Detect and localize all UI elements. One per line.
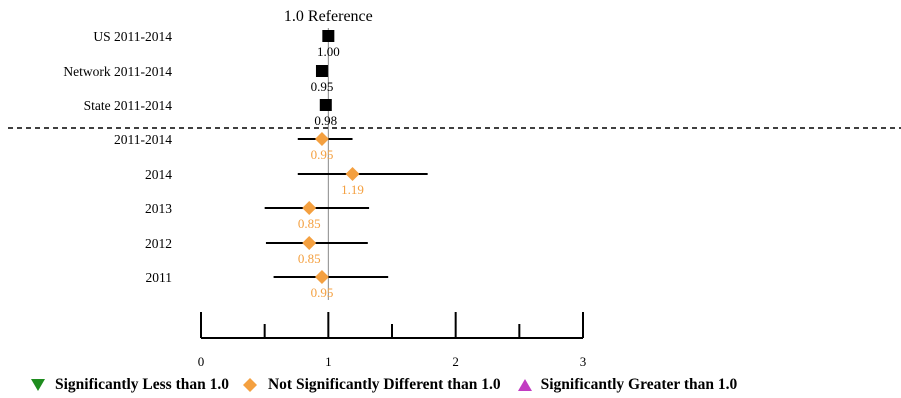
row-label: 2014 — [145, 167, 172, 182]
legend-label-less: Significantly Less than 1.0 — [55, 376, 229, 393]
value-label: 1.00 — [317, 44, 340, 59]
forest-row: US 2011-2014 1.00 — [93, 29, 339, 59]
legend-item-less: Significantly Less than 1.0 — [30, 376, 229, 394]
row-label: 2011 — [146, 270, 173, 285]
point-estimate-square — [315, 65, 328, 77]
forest-row: 2014 1.19 — [145, 167, 428, 197]
point-estimate-square — [322, 30, 335, 42]
forest-row: 2012 0.85 — [145, 236, 368, 266]
value-label: 0.85 — [298, 251, 321, 266]
point-estimate-diamond — [302, 236, 317, 250]
point-estimate-diamond — [302, 201, 317, 215]
triangle-up-icon — [517, 379, 532, 391]
row-label: US 2011-2014 — [93, 29, 172, 44]
row-label: 2012 — [145, 236, 172, 251]
legend: Significantly Less than 1.0 Not Signific… — [0, 373, 901, 397]
forest-rows: US 2011-2014 1.00 Network 2011-2014 0.95 Sta… — [63, 29, 428, 300]
value-label: 0.95 — [311, 285, 334, 300]
forest-plot: 1.0 Reference US 2011-2014 1.00 Network 20… — [8, 8, 901, 369]
point-estimate-square — [319, 99, 332, 111]
value-label: 0.95 — [311, 79, 334, 94]
reference-label: 1.0 Reference — [284, 8, 373, 25]
legend-item-not-different: Not Significantly Different than 1.0 — [242, 376, 501, 394]
forest-row: 2011 0.95 — [146, 270, 389, 300]
value-label: 0.95 — [311, 147, 334, 162]
x-axis: 0 1 2 3 — [198, 312, 587, 369]
x-tick-label: 1 — [325, 354, 332, 369]
point-estimate-diamond — [314, 270, 329, 284]
x-tick-label: 2 — [452, 354, 459, 369]
legend-label-not-different: Not Significantly Different than 1.0 — [267, 376, 501, 393]
x-tick-label: 0 — [198, 354, 205, 369]
forest-row: 2011-2014 0.95 — [114, 132, 353, 162]
value-label: 0.98 — [314, 113, 337, 128]
triangle-down-icon — [31, 379, 45, 391]
row-label: 2011-2014 — [114, 132, 172, 147]
forest-row: 2013 0.85 — [145, 201, 370, 231]
row-label: State 2011-2014 — [84, 98, 173, 113]
legend-label-greater: Significantly Greater than 1.0 — [540, 376, 738, 393]
x-tick-label: 3 — [580, 354, 587, 369]
row-label: 2013 — [145, 201, 172, 216]
diamond-icon — [242, 378, 257, 392]
point-estimate-diamond — [314, 132, 329, 146]
value-label: 0.85 — [298, 216, 321, 231]
forest-row: Network 2011-2014 0.95 — [63, 64, 333, 94]
row-label: Network 2011-2014 — [63, 64, 172, 79]
forest-row: State 2011-2014 0.98 — [84, 98, 338, 128]
value-label: 1.19 — [341, 182, 364, 197]
point-estimate-diamond — [345, 167, 360, 181]
legend-item-greater: Significantly Greater than 1.0 — [517, 376, 738, 394]
